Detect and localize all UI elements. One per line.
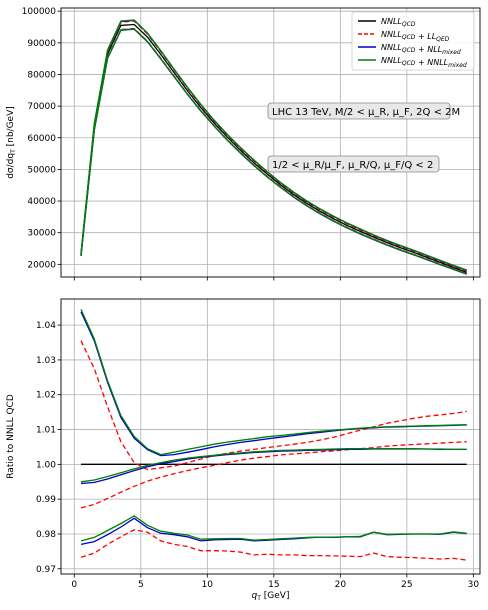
legend-label-0: NNLLQCD: [381, 17, 416, 28]
y-tick-label: 20000: [27, 260, 56, 270]
y-tick-label: 40000: [27, 197, 56, 207]
annotation-text-1: 1/2 < μ_R/μ_F, μ_R/Q, μ_F/Q < 2: [272, 160, 433, 171]
x-tick-label: 25: [401, 580, 412, 590]
series-line-7: [80, 448, 467, 483]
ratio-panel: 0 5 10 15 20 25 30 0.97 0.98 0.99 1.00 1.01 1.02 1.03…: [6, 298, 481, 602]
annotation-box-1: [267, 155, 440, 173]
y-tick-label: 60000: [27, 134, 56, 144]
series-line-1: [80, 340, 467, 471]
x-tick-label: 20: [335, 580, 347, 590]
y-tick-label: 1.00: [36, 460, 56, 470]
y-tick-label: 80000: [27, 70, 56, 80]
y-tick-label: 70000: [27, 102, 56, 112]
x-axis-label: qT [GeV]: [252, 591, 290, 602]
y-axis-label: dσ/dqT [nb/GeV]: [6, 106, 17, 179]
annotation-text-0: LHC 13 TeV, M/2 < μ_R, μ_F, 2Q < 2M: [272, 107, 460, 118]
x-tick-label: 5: [138, 580, 144, 590]
y-tick-label: 0.99: [36, 495, 56, 505]
x-tick-label: 15: [268, 580, 279, 590]
y-tick-label: 50000: [27, 165, 56, 175]
series-line-8: [80, 515, 467, 542]
series-line-9: [80, 529, 467, 561]
x-tick-label: 10: [202, 580, 214, 590]
legend-label-3: NNLLQCD + NNLLmixed: [381, 56, 467, 69]
y-tick-label: 90000: [27, 39, 56, 49]
x-tick-label: 0: [71, 580, 77, 590]
legend-label-1: NNLLQCD + LLQED: [381, 30, 450, 43]
y-tick-label: 100000: [22, 7, 57, 17]
series-line-5: [80, 19, 467, 271]
legend-box: [351, 11, 475, 71]
series-line-6: [80, 309, 467, 456]
annotation-box-0: [267, 102, 451, 120]
annotations: LHC 13 TeV, M/2 < μ_R, μ_F, 2Q < 2M 1/2 <…: [267, 102, 460, 173]
series-line-2: [80, 441, 467, 509]
axes-frame: [60, 298, 481, 575]
y-tick-label: 1.02: [36, 391, 56, 401]
y-tick-label: 1.01: [36, 426, 56, 436]
series-line-6: [80, 28, 467, 275]
series-line-0: [80, 23, 467, 273]
axes-frame: [60, 7, 481, 278]
y-tick-label: 30000: [27, 229, 56, 239]
y-tick-label: 1.04: [36, 321, 56, 331]
y-tick-label: 0.97: [36, 565, 56, 575]
x-tick-label: 30: [468, 580, 480, 590]
y-tick-label: 0.98: [36, 530, 56, 540]
y-tick-label: 1.03: [36, 356, 56, 366]
y-axis-label: Ratio to NNLL QCD: [6, 394, 16, 479]
legend-label-2: NNLLQCD + NLLmixed: [381, 43, 461, 56]
